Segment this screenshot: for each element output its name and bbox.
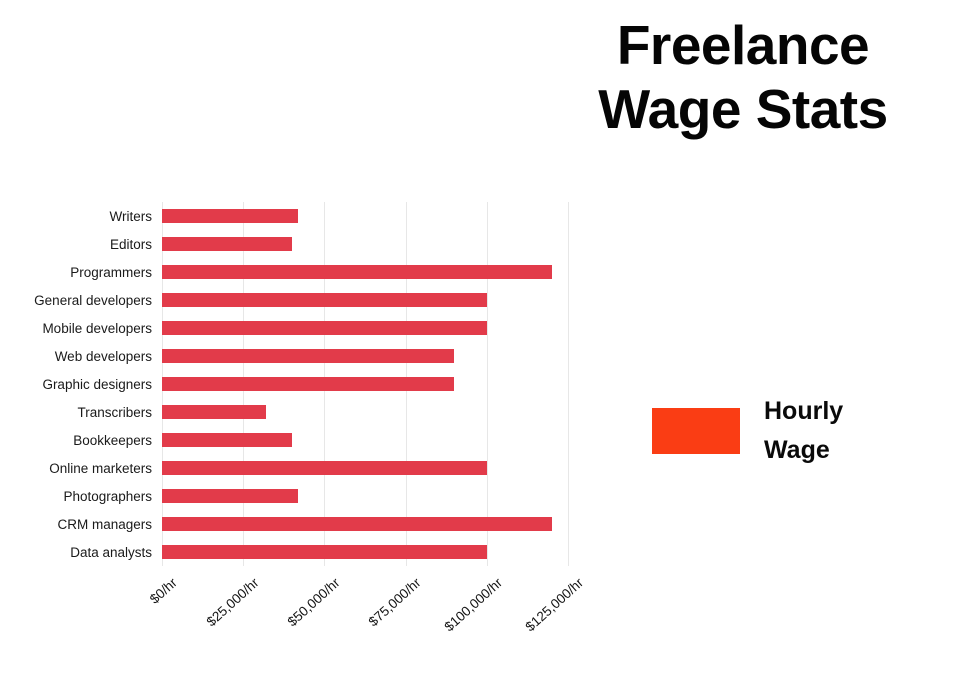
bar-track — [162, 454, 580, 482]
chart-row: Writers — [0, 202, 580, 230]
wage-bar — [162, 349, 455, 363]
category-label: Editors — [109, 236, 152, 252]
bar-track — [162, 510, 580, 538]
x-tick-label: $125,000/hr — [522, 575, 587, 635]
bar-track — [162, 538, 580, 566]
category-label: Web developers — [54, 348, 152, 364]
category-label: CRM managers — [57, 516, 152, 532]
bar-track — [162, 286, 580, 314]
x-tick-label: $50,000/hr — [284, 575, 343, 630]
chart-row: Graphic designers — [0, 370, 580, 398]
chart-row: Photographers — [0, 482, 580, 510]
legend-label: Hourly Wage — [764, 397, 844, 464]
bar-track — [162, 230, 580, 258]
gridline — [568, 202, 569, 566]
wage-bar — [162, 489, 299, 503]
bar-track — [162, 314, 580, 342]
chart-row: Bookkeepers — [0, 426, 580, 454]
bar-track — [162, 258, 580, 286]
gridline — [486, 202, 488, 566]
category-label: Online marketers — [49, 460, 152, 476]
category-label: Graphic designers — [42, 376, 152, 392]
wage-bar — [162, 237, 292, 251]
bar-track — [162, 342, 580, 370]
chart-row: Data analysts — [0, 538, 580, 566]
wage-bar — [162, 405, 266, 419]
chart-row: Online marketers — [0, 454, 580, 482]
x-tick-label: $100,000/hr — [441, 575, 505, 635]
chart-rows: Writers Editors Programmers General develop… — [0, 202, 580, 566]
wage-bar — [162, 293, 487, 307]
x-tick-label: $25,000/hr — [203, 575, 262, 630]
wage-bar — [162, 265, 552, 279]
bar-track — [162, 482, 580, 510]
wage-bar-chart: Writers Editors Programmers General develop… — [0, 202, 600, 662]
chart-row: Editors — [0, 230, 580, 258]
page-title: Freelance Wage Stats — [598, 14, 888, 140]
wage-bar — [162, 433, 292, 447]
category-label: Bookkeepers — [73, 432, 152, 448]
category-label: Mobile developers — [42, 320, 152, 336]
chart-row: Mobile developers — [0, 314, 580, 342]
category-label: Data analysts — [70, 544, 152, 560]
bar-track — [162, 398, 580, 426]
category-label: Programmers — [70, 264, 152, 280]
chart-row: Programmers — [0, 258, 580, 286]
chart-row: Web developers — [0, 342, 580, 370]
category-label: Writers — [109, 208, 153, 224]
wage-bar — [162, 321, 487, 335]
x-tick-label: $0/hr — [147, 575, 181, 607]
category-label: Transcribers — [77, 404, 152, 420]
category-label: General developers — [34, 292, 152, 308]
x-axis-tick-labels: $0/hr $25,000/hr $50,000/hr $75,000/hr $100,… — [147, 571, 586, 656]
chart-row: Transcribers — [0, 398, 580, 426]
chart-row: General developers — [0, 286, 580, 314]
bar-track — [162, 370, 580, 398]
category-label: Photographers — [63, 488, 152, 504]
bar-track — [162, 426, 580, 454]
legend-swatch — [652, 408, 740, 454]
wage-bar — [162, 517, 552, 531]
wage-bar — [162, 545, 487, 559]
wage-bar — [162, 461, 487, 475]
chart-row: CRM managers — [0, 510, 580, 538]
wage-bar — [162, 377, 455, 391]
legend: Hourly Wage — [652, 392, 876, 470]
bar-track — [162, 202, 580, 230]
x-tick-label: $75,000/hr — [365, 575, 424, 630]
wage-bar — [162, 209, 299, 223]
